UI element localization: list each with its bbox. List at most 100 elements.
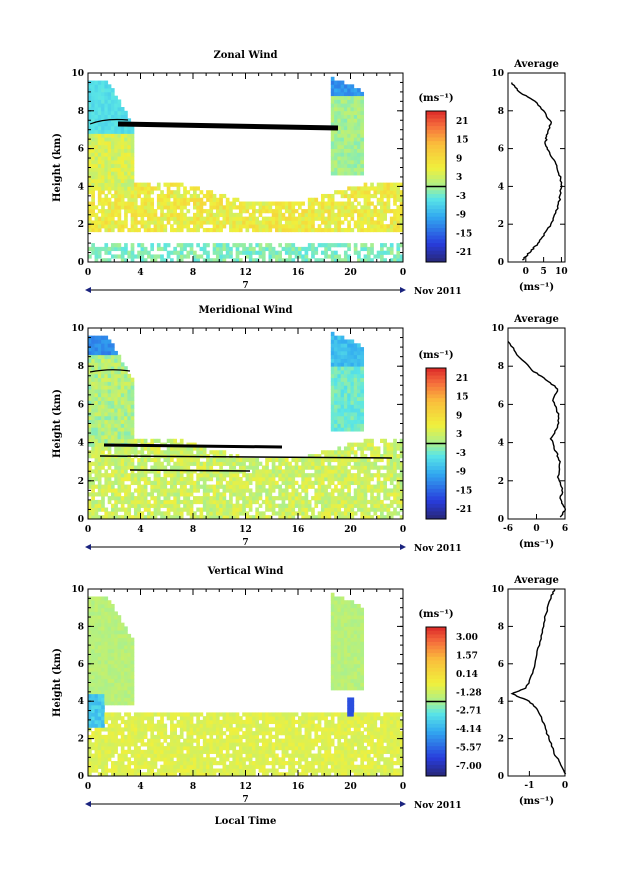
- heatmap-cell: [160, 503, 164, 508]
- heatmap-cell: [94, 499, 99, 505]
- heatmap-cell: [350, 156, 355, 161]
- heatmap-cell: [324, 205, 328, 210]
- heatmap-cell: [284, 457, 289, 463]
- heatmap-cell: [88, 618, 92, 624]
- heatmap-cell: [120, 404, 125, 409]
- heatmap-cell: [327, 193, 332, 199]
- heatmap-cell: [337, 133, 342, 138]
- heatmap-cell: [360, 358, 365, 363]
- heatmap-cell: [357, 469, 361, 474]
- heatmap-cell: [186, 450, 191, 455]
- heatmap-cell: [127, 727, 132, 732]
- heatmap-cell: [101, 377, 105, 382]
- heatmap-cell: [88, 419, 92, 424]
- heatmap-cell: [124, 431, 128, 436]
- heatmap-cell: [242, 457, 246, 463]
- heatmap-cell: [104, 622, 109, 627]
- heatmap-cell: [399, 227, 404, 233]
- heatmap-cell: [104, 431, 109, 436]
- heatmap-cell: [386, 496, 391, 501]
- heatmap-cell: [330, 220, 335, 225]
- heatmap-cell: [88, 167, 92, 172]
- heatmap-cell: [114, 431, 118, 436]
- heatmap-cell: [301, 473, 305, 478]
- heatmap-cell: [127, 415, 132, 421]
- heatmap-cell: [101, 141, 105, 146]
- heatmap-cell: [389, 465, 394, 470]
- heatmap-cell: [110, 719, 115, 725]
- colorbar-tick-label: 15: [456, 393, 469, 403]
- heatmap-cell: [150, 761, 155, 766]
- heatmap-cell: [114, 675, 118, 680]
- heatmap-cell: [133, 216, 138, 221]
- heatmap-cell: [186, 190, 191, 195]
- heatmap-cell: [350, 412, 355, 417]
- heatmap-cell: [124, 652, 128, 657]
- heatmap-cell: [314, 496, 319, 501]
- heatmap-cell: [91, 622, 95, 627]
- heatmap-cell: [124, 645, 128, 650]
- heatmap-cell: [389, 469, 394, 474]
- colorbar-step: [426, 379, 446, 384]
- heatmap-cell: [176, 193, 181, 199]
- heatmap-cell: [120, 423, 125, 428]
- heatmap-cell: [370, 473, 374, 478]
- heatmap-cell: [268, 507, 273, 512]
- heatmap-cell: [173, 446, 177, 451]
- heatmap-cell: [117, 764, 122, 769]
- heatmap-cell: [340, 209, 345, 214]
- heatmap-cell: [160, 212, 164, 218]
- heatmap-cell: [261, 224, 266, 229]
- heatmap-cell: [347, 167, 351, 172]
- heatmap-cell: [212, 258, 217, 263]
- heatmap-cell: [199, 212, 204, 218]
- y-tick-label: 2: [78, 220, 84, 230]
- heatmap-cell: [252, 212, 256, 218]
- heatmap-cell: [206, 254, 210, 259]
- heatmap-cell: [88, 753, 92, 758]
- heatmap-cell: [294, 227, 299, 233]
- heatmap-cell: [120, 163, 125, 168]
- heatmap-cell: [363, 258, 368, 263]
- heatmap-cell: [94, 678, 99, 683]
- heatmap-cell: [97, 454, 102, 459]
- heatmap-cell: [347, 492, 351, 497]
- heatmap-cell: [94, 95, 99, 100]
- heatmap-cell: [255, 457, 260, 463]
- heatmap-cell: [343, 212, 348, 218]
- heatmap-cell: [107, 446, 112, 451]
- heatmap-cell: [156, 186, 161, 191]
- heatmap-cell: [117, 392, 122, 398]
- heatmap-cell: [288, 515, 292, 520]
- heatmap-cell: [376, 484, 381, 489]
- heatmap-cell: [271, 254, 276, 259]
- heatmap-cell: [242, 499, 246, 505]
- heatmap-cell: [353, 354, 358, 359]
- heatmap-cell: [97, 431, 102, 436]
- heatmap-cell: [91, 757, 95, 762]
- heatmap-cell: [133, 193, 138, 199]
- heatmap-cell: [248, 507, 253, 512]
- heatmap-cell: [94, 148, 99, 153]
- heatmap-cell: [360, 389, 365, 394]
- heatmap-cell: [370, 488, 374, 493]
- heatmap-cell: [156, 216, 161, 221]
- colorbar-step: [426, 447, 446, 452]
- heatmap-cell: [88, 400, 92, 405]
- heatmap-cell: [209, 258, 214, 263]
- heatmap-cell: [189, 476, 194, 482]
- heatmap-cell: [288, 205, 292, 210]
- heatmap-cell: [104, 396, 109, 401]
- heatmap-cell: [173, 209, 177, 214]
- heatmap-cell: [130, 423, 135, 428]
- heatmap-cell: [97, 408, 102, 413]
- heatmap-cell: [163, 469, 168, 474]
- heatmap-cell: [343, 122, 348, 127]
- heatmap-cell: [176, 243, 181, 248]
- heatmap-cell: [120, 197, 125, 202]
- heatmap-cell: [199, 507, 204, 512]
- heatmap-cell: [88, 88, 92, 93]
- heatmap-cell: [291, 473, 296, 478]
- heatmap-cell: [307, 473, 312, 478]
- heatmap-cell: [101, 738, 105, 743]
